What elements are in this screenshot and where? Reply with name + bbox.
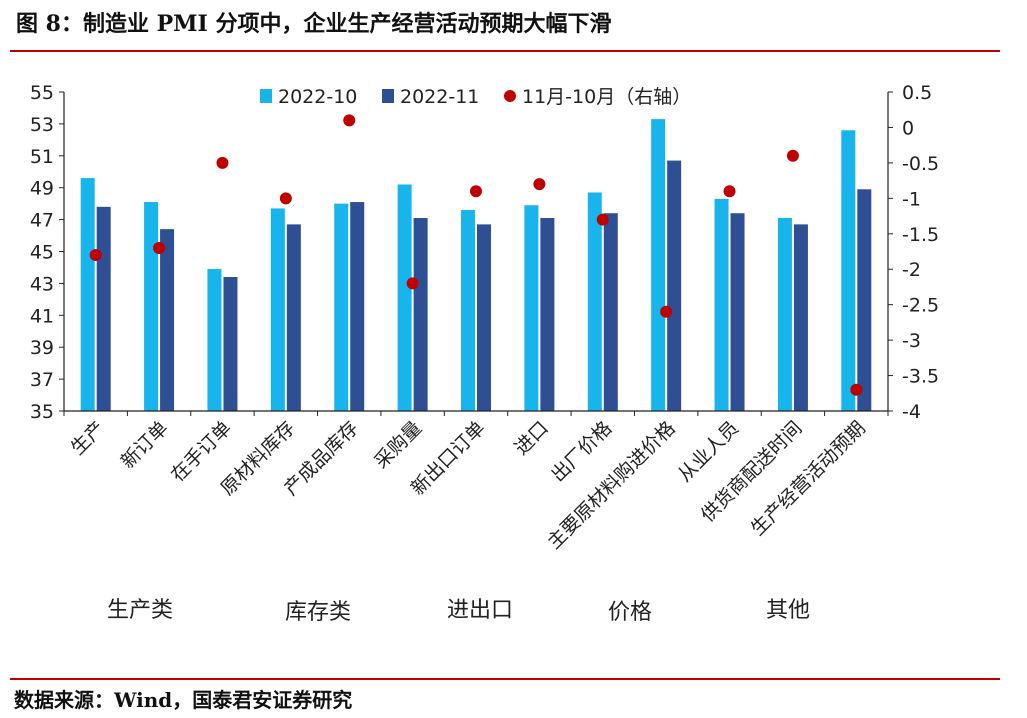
left-tick-label: 41 (30, 305, 54, 327)
bar-2022-11-1 (160, 229, 175, 411)
bar-2022-10-10 (714, 198, 729, 411)
bar-2022-10-8 (587, 192, 602, 411)
bar-2022-11-10 (730, 213, 745, 411)
category-label: 主要原材料购进价格 (543, 417, 679, 553)
right-tick-label: -3.5 (902, 366, 939, 388)
legend-swatch-2022-11 (382, 89, 394, 103)
diff-dot-0 (89, 249, 102, 262)
bar-2022-11-12 (857, 189, 872, 411)
left-tick-label: 55 (30, 82, 54, 104)
left-tick-label: 49 (30, 178, 54, 200)
bar-2022-10-2 (207, 269, 222, 411)
bar-2022-11-9 (667, 160, 682, 411)
right-tick-label: -3 (902, 330, 921, 352)
bar-2022-10-1 (144, 202, 159, 411)
group-label: 其他 (766, 598, 810, 623)
bar-2022-10-7 (524, 205, 539, 411)
left-tick-label: 51 (30, 146, 54, 168)
bar-2022-11-7 (540, 218, 555, 411)
diff-dot-11 (786, 149, 799, 162)
right-tick-label: -2 (902, 259, 921, 281)
bar-2022-11-2 (223, 277, 238, 411)
diff-dot-10 (723, 185, 736, 198)
category-label: 生产 (67, 417, 109, 459)
right-tick-label: -0.5 (902, 153, 939, 175)
right-tick-label: 0.5 (902, 82, 932, 104)
bar-2022-10-11 (777, 218, 792, 411)
left-tick-label: 43 (30, 273, 54, 295)
right-tick-label: -1.5 (902, 224, 939, 246)
diff-dot-12 (850, 383, 863, 396)
diff-dot-8 (596, 213, 609, 226)
bar-2022-10-5 (397, 184, 412, 411)
bar-2022-11-11 (793, 224, 808, 411)
diff-dot-7 (533, 178, 546, 191)
group-label: 价格 (608, 600, 652, 625)
source-rule (10, 678, 1000, 680)
group-labels: 生产类 库存类 进出口 价格 其他 (107, 598, 810, 625)
bar-2022-11-6 (477, 224, 491, 411)
group-label: 进出口 (447, 598, 513, 623)
legend-label: 11月-10月（右轴） (522, 86, 691, 108)
bar-2022-10-3 (270, 208, 285, 411)
legend: 2022-10 2022-11 11月-10月（右轴） (260, 86, 691, 108)
category-label: 采购量 (370, 417, 426, 473)
bar-2022-11-3 (286, 224, 301, 411)
source-note: 数据来源：Wind，国泰君安证券研究 (14, 688, 353, 712)
left-tick-label: 35 (30, 401, 54, 423)
legend-swatch-diff (504, 90, 516, 102)
left-tick-label: 47 (30, 210, 54, 232)
legend-swatch-2022-10 (260, 89, 272, 103)
legend-label: 2022-10 (278, 86, 357, 108)
diff-dot-9 (660, 305, 673, 318)
diff-dot-2 (216, 156, 229, 169)
right-tick-label: -1 (902, 188, 921, 210)
group-label: 库存类 (285, 600, 351, 625)
bar-2022-10-6 (461, 210, 475, 411)
bar-2022-10-12 (841, 130, 856, 411)
left-tick-label: 45 (30, 242, 54, 264)
chart-title: 图 8：制造业 PMI 分项中，企业生产经营活动预期大幅下滑 (16, 11, 612, 37)
bar-2022-11-0 (96, 206, 111, 411)
bar-2022-11-8 (603, 213, 618, 411)
left-tick-label: 39 (30, 337, 54, 359)
right-tick-label: -2.5 (902, 295, 939, 317)
bar-2022-11-4 (350, 202, 365, 411)
bar-2022-11-5 (413, 218, 428, 411)
category-label: 新订单 (117, 417, 173, 473)
category-label: 进口 (510, 417, 552, 459)
group-label: 生产类 (107, 598, 173, 623)
title-rule (10, 50, 1000, 52)
right-tick-label: -4 (902, 401, 921, 423)
chart: 2022-10 2022-11 11月-10月（右轴） 35 37 39 41 43 45 47… (30, 82, 939, 625)
left-tick-label: 53 (30, 114, 54, 136)
diff-dot-1 (153, 241, 166, 254)
left-tick-label: 37 (30, 369, 54, 391)
bar-2022-10-9 (651, 119, 666, 412)
legend-label: 2022-11 (400, 86, 479, 108)
right-tick-label: 0 (902, 117, 914, 139)
diff-dot-5 (406, 277, 419, 290)
category-label: 生产经营活动预期 (747, 417, 870, 540)
bar-group (80, 119, 872, 412)
diff-dot-3 (279, 192, 292, 205)
axes: 35 37 39 41 43 45 47 49 51 53 55 0.5 0 -0.5 -1 -1.5 -2 -2… (30, 82, 939, 423)
diff-dot-6 (470, 185, 482, 198)
dot-group (89, 114, 863, 396)
bar-2022-10-4 (334, 203, 349, 411)
bar-2022-10-0 (80, 178, 95, 411)
diff-dot-4 (343, 114, 356, 127)
